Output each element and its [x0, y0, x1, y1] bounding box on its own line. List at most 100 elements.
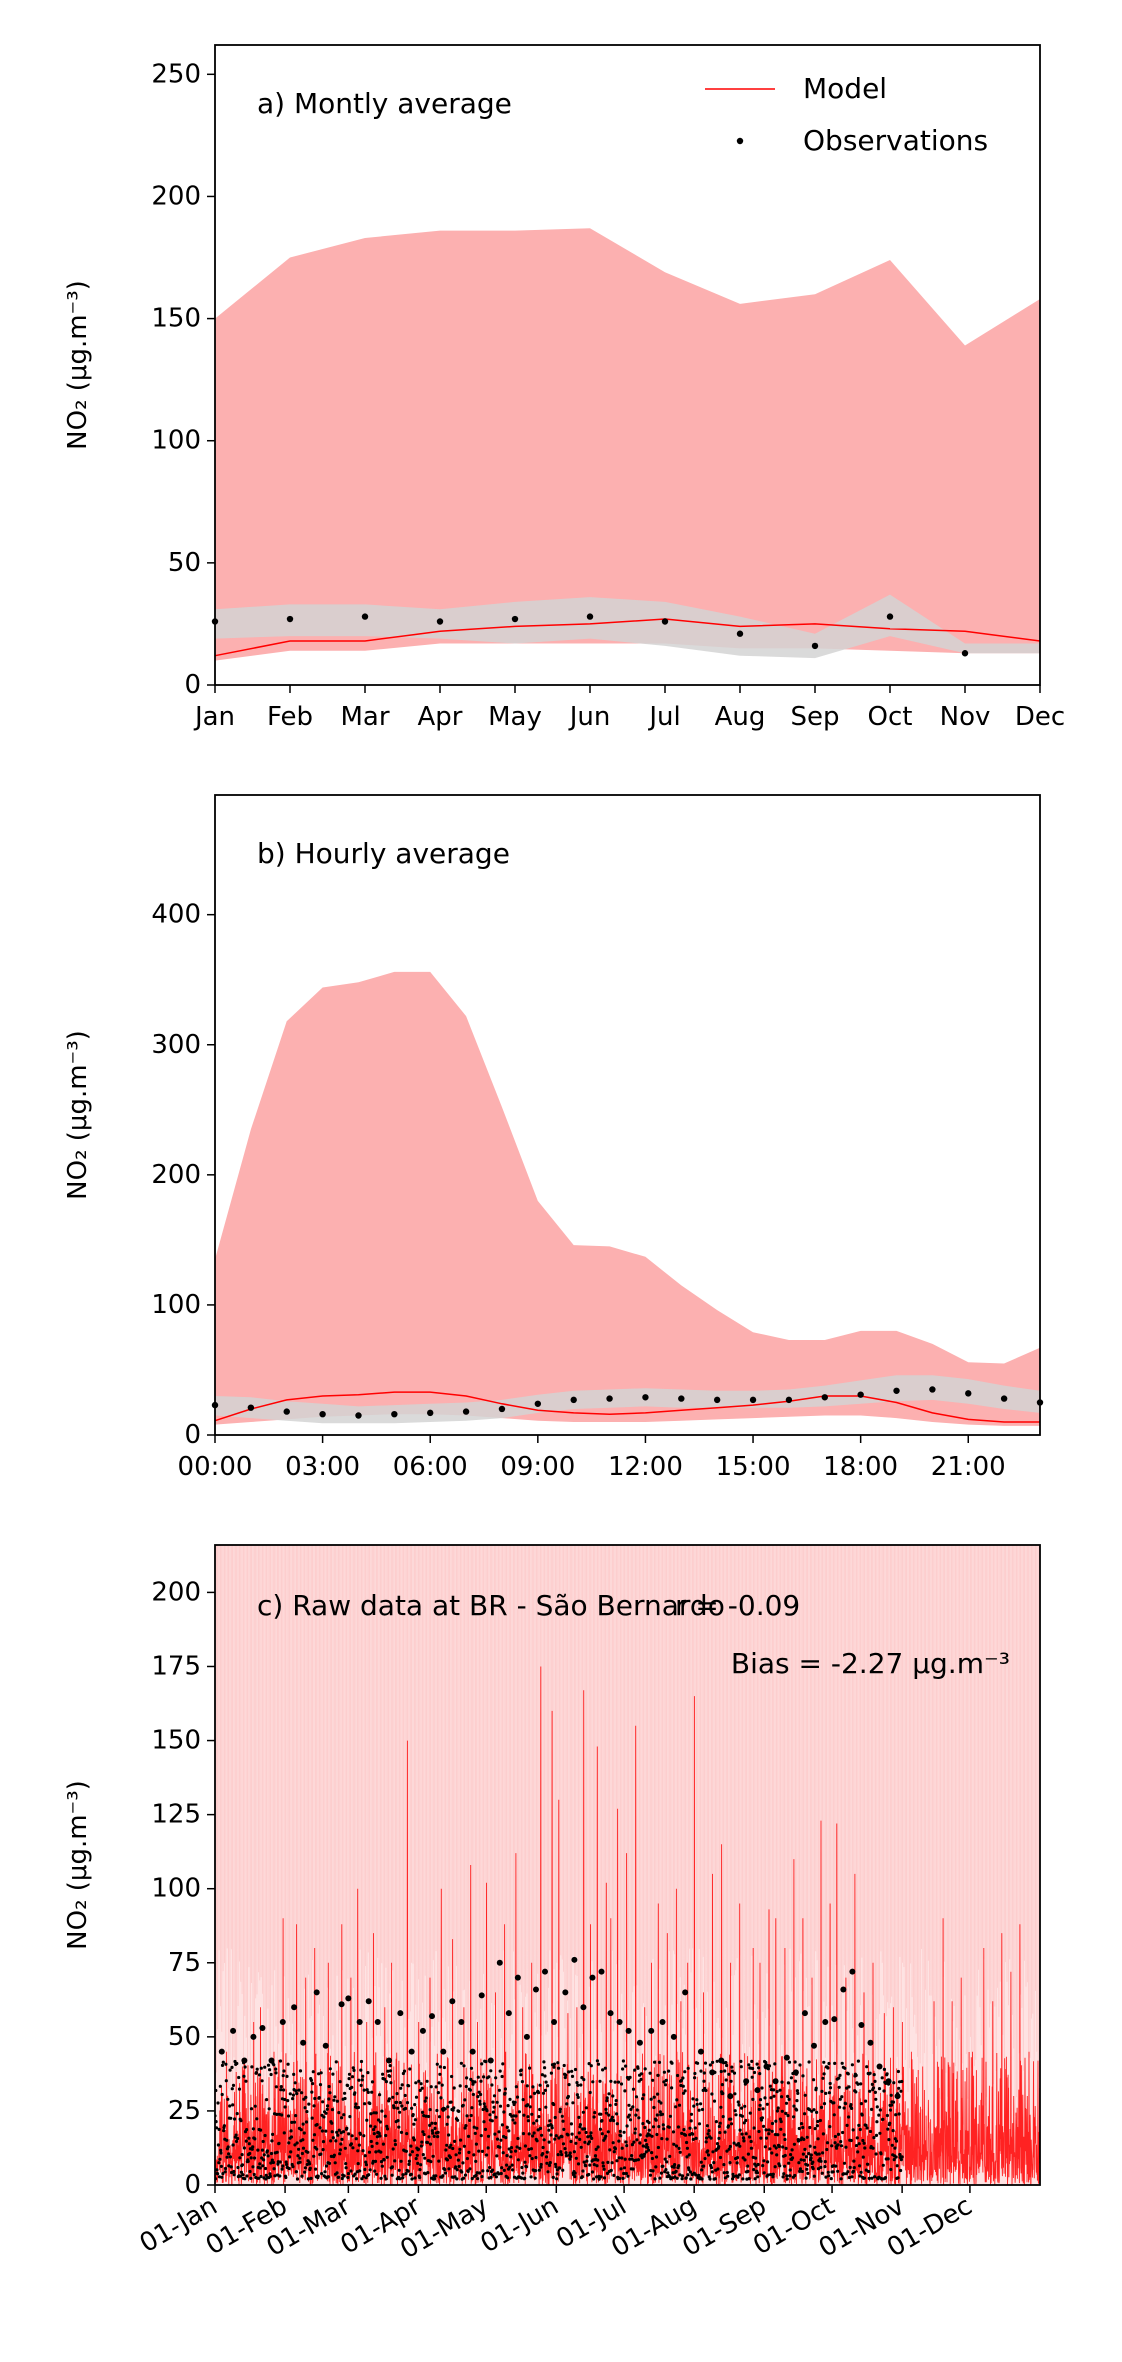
x-tick-label: Feb: [267, 702, 313, 732]
observation-point: [811, 642, 819, 650]
y-tick-label: 250: [151, 59, 201, 89]
bias-stat: Bias = -2.27 μg.m⁻³: [731, 1647, 1010, 1680]
observation-point: [810, 2042, 817, 2049]
observation-point: [885, 2078, 892, 2085]
observation-point: [736, 630, 744, 637]
observation-point: [511, 615, 519, 623]
observation-point: [514, 1974, 521, 1981]
x-tick-label: 01-Jun: [476, 2191, 564, 2259]
observation-point: [616, 2019, 623, 2026]
observation-point: [763, 2063, 770, 2070]
observation-point: [397, 2010, 404, 2017]
observation-point: [661, 618, 669, 625]
observation-point: [338, 2001, 345, 2008]
model-range-streaks: [215, 1545, 1040, 2126]
observation-point: [929, 1386, 936, 1393]
x-tick-label: Sep: [790, 702, 839, 732]
y-tick-label: 0: [184, 1420, 201, 1450]
observation-point: [886, 613, 894, 620]
y-tick-label: 200: [151, 1160, 201, 1190]
observation-point: [727, 2093, 734, 2100]
observation-point: [749, 1396, 757, 1404]
y-tick-label: 100: [151, 1874, 201, 1904]
observation-point: [1000, 1395, 1008, 1402]
x-tick-label: 00:00: [178, 1452, 253, 1482]
observation-point: [840, 1986, 847, 1993]
panel-a: [211, 228, 1041, 661]
x-tick-label: 15:00: [716, 1452, 791, 1482]
x-tick-label: Mar: [340, 702, 389, 732]
y-axis-label: NO₂ (μg.m⁻³): [63, 1780, 93, 1950]
observation-point: [589, 1974, 596, 1981]
model-line: [214, 1391, 1040, 1423]
observation-point: [551, 2019, 558, 2026]
observation-point: [607, 2010, 614, 2017]
observation-point: [496, 1959, 503, 1966]
x-tick-label: Oct: [868, 702, 913, 732]
observation-point: [523, 2033, 530, 2040]
observation-point: [867, 2039, 874, 2046]
y-tick-label: 150: [151, 1726, 201, 1756]
observation-point: [427, 1409, 434, 1417]
observation-point: [218, 2048, 225, 2055]
legend-observations-label: Observations: [803, 124, 988, 157]
observation-point: [642, 1394, 649, 1401]
legend-observations-swatch: [736, 137, 744, 145]
observation-point: [300, 2039, 307, 2046]
x-tick-label: Nov: [940, 702, 991, 732]
legend-model-label: Model: [803, 72, 887, 105]
observation-point: [542, 1968, 548, 1975]
plot-frame: [214, 44, 1041, 686]
observation-point: [659, 2019, 666, 2026]
observation-point: [365, 1998, 372, 2005]
observation-point: [436, 618, 444, 625]
y-tick-label: 25: [168, 2096, 201, 2126]
y-tick-label: 200: [151, 1577, 201, 1607]
observation-point: [313, 1989, 320, 1996]
y-tick-label: 300: [151, 1030, 201, 1060]
observation-point: [783, 2054, 790, 2061]
observation-point: [598, 1968, 605, 1975]
observation-point: [709, 2069, 716, 2076]
model-line: [215, 1666, 1040, 2185]
observation-point: [356, 2019, 363, 2026]
y-tick-label: 100: [151, 426, 201, 456]
observation-point: [606, 1395, 613, 1402]
observation-points: [215, 2059, 904, 2181]
observation-point: [792, 2069, 799, 2076]
x-tick-label: 12:00: [608, 1452, 683, 1482]
observation-point: [259, 2024, 266, 2031]
y-tick-label: 50: [168, 548, 201, 578]
observation-point: [230, 2027, 237, 2034]
observation-point: [241, 2057, 248, 2064]
y-tick-label: 75: [168, 1948, 201, 1978]
x-tick-label: Jan: [193, 702, 235, 732]
observation-point: [428, 2013, 435, 2020]
observation-range-band: [215, 1375, 1040, 1424]
observation-point: [648, 2027, 655, 2034]
observation-point: [283, 1408, 290, 1415]
x-tick-label: Jul: [647, 702, 680, 732]
observation-point: [505, 2010, 512, 2017]
observation-point: [858, 2022, 865, 2028]
x-tick-label: May: [488, 702, 542, 732]
model-line: [214, 618, 1041, 657]
observation-point: [876, 2063, 883, 2070]
y-axis-label: NO₂ (μg.m⁻³): [63, 280, 93, 450]
y-axis-label: NO₂ (μg.m⁻³): [63, 1030, 93, 1200]
observation-point: [718, 2057, 725, 2064]
x-tick-label: Jun: [568, 702, 611, 732]
observation-point: [374, 2019, 381, 2026]
y-tick-label: 0: [184, 670, 201, 700]
observation-point: [279, 2019, 286, 2026]
x-tick-label: 21:00: [931, 1452, 1006, 1482]
observation-point: [821, 1394, 828, 1401]
observation-point: [386, 2057, 393, 2064]
y-tick-label: 50: [168, 2022, 201, 2052]
panel-c: [215, 1545, 1040, 2185]
observation-point: [636, 2039, 643, 2046]
x-tick-label: 09:00: [500, 1452, 575, 1482]
y-tick-label: 100: [151, 1290, 201, 1320]
observation-point: [822, 2019, 829, 2026]
